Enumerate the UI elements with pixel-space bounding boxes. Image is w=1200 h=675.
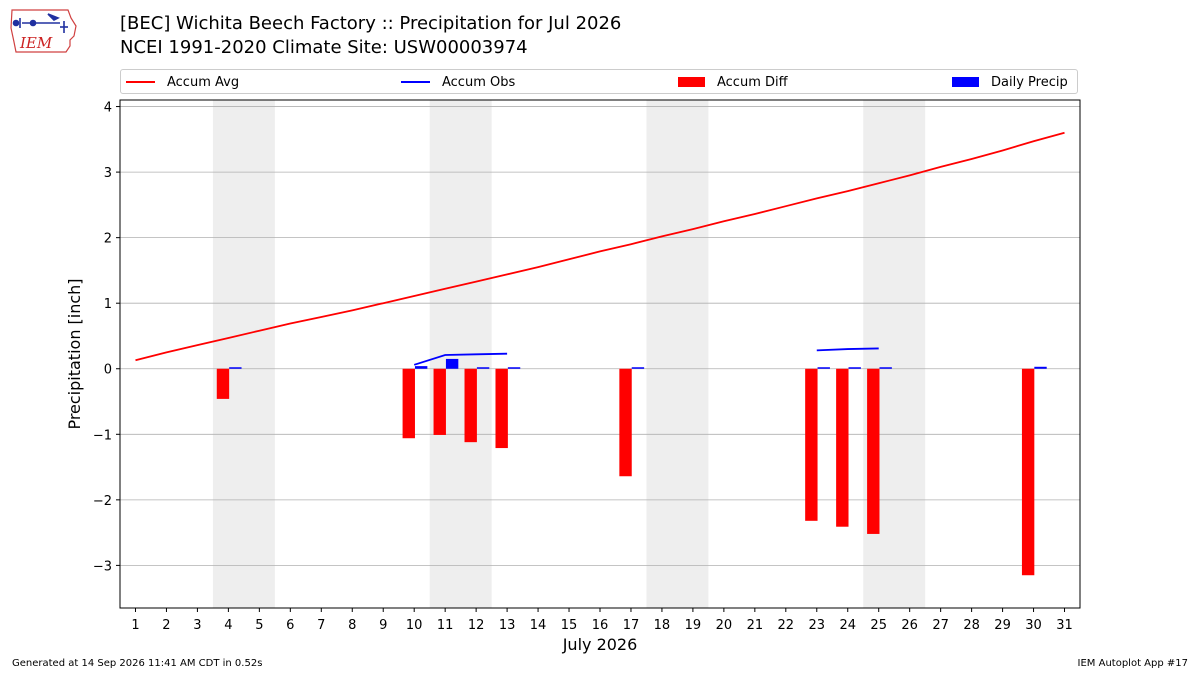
x-tick-label: 11 bbox=[437, 618, 454, 633]
chart-subtitle: NCEI 1991-2020 Climate Site: USW00003974 bbox=[120, 37, 528, 58]
app-label: IEM Autoplot App #17 bbox=[1077, 658, 1188, 669]
daily-precip-bar bbox=[817, 367, 830, 369]
accum-diff-bar bbox=[836, 368, 849, 527]
legend-label-accum-obs: Accum Obs bbox=[442, 74, 516, 90]
x-tick-label: 7 bbox=[317, 618, 325, 633]
x-tick-label: 6 bbox=[286, 618, 294, 633]
x-tick-label: 18 bbox=[654, 618, 671, 633]
daily-precip-bar bbox=[848, 367, 861, 369]
legend-item-daily-precip: Daily Precip bbox=[952, 73, 1068, 91]
daily-precip-bar bbox=[229, 367, 242, 369]
daily-precip-bar bbox=[1034, 366, 1047, 369]
accum-diff-bar bbox=[867, 368, 880, 534]
accum-diff-bar bbox=[495, 368, 508, 449]
x-tick-label: 24 bbox=[839, 618, 856, 633]
y-tick-label: 1 bbox=[104, 297, 112, 312]
accum-diff-bar bbox=[619, 368, 632, 477]
daily-precip-bar bbox=[414, 366, 428, 369]
x-tick-label: 3 bbox=[193, 618, 201, 633]
y-tick-label: −3 bbox=[93, 559, 112, 574]
x-tick-label: 14 bbox=[530, 618, 547, 633]
x-tick-label: 20 bbox=[716, 618, 733, 633]
x-tick-label: 4 bbox=[224, 618, 232, 633]
y-tick-label: −1 bbox=[93, 428, 112, 443]
legend-swatch-accum-avg bbox=[126, 81, 155, 83]
x-tick-label: 9 bbox=[379, 618, 387, 633]
chart-title: [BEC] Wichita Beech Factory :: Precipita… bbox=[120, 13, 622, 34]
daily-precip-bar bbox=[631, 367, 645, 369]
x-tick-label: 28 bbox=[963, 618, 980, 633]
x-tick-label: 22 bbox=[778, 618, 795, 633]
x-tick-label: 19 bbox=[685, 618, 702, 633]
daily-precip-bar bbox=[476, 367, 490, 369]
accum-diff-bar bbox=[464, 368, 477, 443]
daily-precip-bar bbox=[445, 358, 459, 369]
legend-label-accum-avg: Accum Avg bbox=[167, 74, 240, 90]
legend-label-accum-diff: Accum Diff bbox=[717, 74, 788, 90]
daily-precip-bar bbox=[879, 367, 892, 369]
x-tick-label: 29 bbox=[994, 618, 1011, 633]
accum-diff-bar bbox=[433, 368, 446, 435]
x-tick-label: 16 bbox=[592, 618, 609, 633]
logo-text: IEM bbox=[19, 34, 53, 52]
iem-logo: IEM bbox=[10, 9, 77, 53]
x-tick-label: 8 bbox=[348, 618, 356, 633]
legend-swatch-daily-precip bbox=[952, 77, 979, 87]
x-tick-label: 21 bbox=[747, 618, 764, 633]
weather-instrument-icon bbox=[12, 13, 68, 33]
y-tick-label: 0 bbox=[104, 363, 112, 378]
x-tick-label: 2 bbox=[162, 618, 170, 633]
x-tick-label: 23 bbox=[809, 618, 826, 633]
legend-swatch-accum-obs bbox=[401, 81, 430, 83]
x-tick-label: 12 bbox=[468, 618, 485, 633]
accum-obs-line-1 bbox=[413, 352, 508, 366]
accum-diff-bar bbox=[216, 368, 230, 399]
legend-swatch-accum-diff bbox=[678, 77, 705, 87]
iowa-outline bbox=[10, 9, 77, 53]
x-tick-label: 15 bbox=[561, 618, 578, 633]
x-tick-label: 17 bbox=[623, 618, 640, 633]
legend-item-accum-diff: Accum Diff bbox=[678, 73, 788, 91]
x-tick-label: 10 bbox=[406, 618, 423, 633]
y-axis-label: Precipitation [inch] bbox=[65, 278, 84, 429]
y-tick-label: 3 bbox=[104, 166, 112, 181]
generated-timestamp: Generated at 14 Sep 2026 11:41 AM CDT in… bbox=[12, 658, 263, 669]
legend: Accum Avg Accum Obs Accum Diff Daily Pre… bbox=[120, 69, 1078, 94]
x-tick-label: 31 bbox=[1056, 618, 1073, 633]
accum-diff-bar bbox=[402, 368, 415, 439]
y-tick-label: −2 bbox=[93, 494, 112, 509]
x-axis-label: July 2026 bbox=[562, 635, 638, 654]
x-tick-label: 1 bbox=[131, 618, 139, 633]
x-tick-label: 13 bbox=[499, 618, 516, 633]
x-tick-label: 26 bbox=[901, 618, 918, 633]
accum-avg-line bbox=[135, 131, 1065, 362]
weekend-shade-3 bbox=[646, 100, 709, 608]
legend-item-accum-obs: Accum Obs bbox=[401, 73, 515, 91]
legend-label-daily-precip: Daily Precip bbox=[991, 74, 1068, 90]
accum-obs-line-2 bbox=[816, 347, 879, 352]
weekend-shade-1 bbox=[212, 100, 275, 608]
accum-diff-bar bbox=[1021, 368, 1035, 576]
x-tick-label: 25 bbox=[870, 618, 887, 633]
legend-item-accum-avg: Accum Avg bbox=[126, 73, 239, 91]
x-tick-label: 27 bbox=[932, 618, 949, 633]
x-tick-label: 30 bbox=[1025, 618, 1042, 633]
y-tick-label: 4 bbox=[104, 101, 112, 116]
accum-diff-bar bbox=[805, 368, 818, 521]
y-tick-label: 2 bbox=[104, 232, 112, 247]
x-tick-label: 5 bbox=[255, 618, 263, 633]
daily-precip-bar bbox=[507, 367, 521, 369]
